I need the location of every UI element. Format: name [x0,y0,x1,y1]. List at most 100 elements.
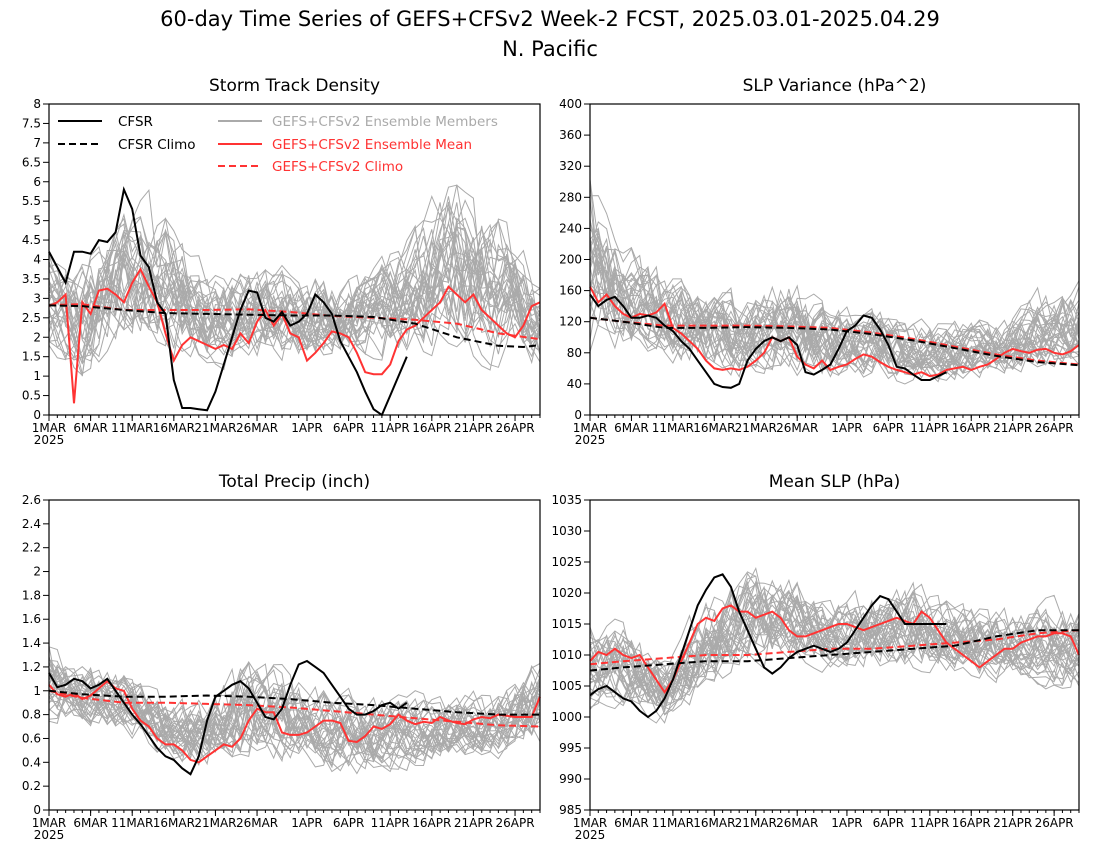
storm-track-xtick-label: 1MAR [32,421,67,435]
total-precip-cfsr-climo-line [48,689,540,716]
slp-variance-ytick-label: 400 [559,97,582,111]
mean-slp-ytick-label: 1035 [551,493,582,507]
slp-variance-ens-mean-line [589,286,1080,378]
storm-track-member-line [48,238,541,351]
total-precip-ytick-label: 2 [33,565,41,579]
slp-variance-ytick-label: 360 [559,128,582,142]
slp-variance-cfsr-line [589,293,947,389]
storm-track-member-line [48,184,541,366]
storm-track-ens-mean-line [48,267,541,404]
total-precip-member-line [48,669,541,757]
figure-subtitle: N. Pacific [502,37,598,61]
storm-track-ytick-label: 4.5 [22,233,41,247]
total-precip-xtick-label: 1MAR [32,816,67,830]
mean-slp-member-line [589,578,1080,705]
slp-variance-xtick-label: 26APR [1035,421,1074,435]
storm-track-xtick-label: 11APR [371,421,410,435]
slp-variance-xtick-label: 11APR [910,421,949,435]
slp-variance-ytick-label: 280 [559,190,582,204]
total-precip-xtick-label: 16MAR [153,816,195,830]
storm-track-ytick-label: 5 [33,214,41,228]
mean-slp-member-line [589,580,1080,724]
slp-variance-xtick-label: 16MAR [693,421,735,435]
storm-track-member-line [48,226,541,358]
slp-variance-gefs-climo-line [589,316,1080,366]
storm-track-ytick-label: 6.5 [22,155,41,169]
total-precip-ytick-label: 0.6 [22,731,41,745]
total-precip-ytick-label: 1.8 [22,588,41,602]
storm-track-xtick-label: 11MAR [111,421,153,435]
storm-track-member-line [48,196,541,377]
mean-slp-member-line [589,582,1080,708]
total-precip-xtick-label: 21APR [454,816,493,830]
total-precip-ytick-label: 0 [33,803,41,817]
mean-slp-xtick-label: 16MAR [693,816,735,830]
figure-title: 60-day Time Series of GEFS+CFSv2 Week-2 … [160,7,940,31]
slp-variance-ytick-label: 0 [574,408,582,422]
total-precip-xtick-label: 1APR [291,816,322,830]
slp-variance-ytick-label: 40 [567,377,582,391]
total-precip-xtick-label: 6APR [333,816,364,830]
mean-slp-ytick-label: 995 [559,741,582,755]
slp-variance-ytick-label: 160 [559,284,582,298]
storm-track-gefs-climo-line [48,303,541,341]
mean-slp-xtick-label: 26APR [1035,816,1074,830]
slp-variance-member-line [589,266,1080,385]
storm-track-xtick-label: 26APR [496,421,535,435]
total-precip-member-line [48,670,541,761]
mean-slp-ytick-label: 1000 [551,710,582,724]
storm-track-ytick-label: 3 [33,291,41,305]
storm-track-xtick-label: 1APR [291,421,322,435]
total-precip-ytick-label: 1.2 [22,660,41,674]
total-precip-ytick-label: 2.2 [22,541,41,555]
mean-slp-cfsr-line [589,573,947,719]
total-precip-xtick-label: 26APR [496,816,535,830]
slp-variance-title: SLP Variance (hPa^2) [743,76,927,96]
total-precip-xtick-label: 6MAR [73,816,108,830]
slp-variance-year-label: 2025 [575,433,606,447]
mean-slp-member-line [589,566,1080,704]
total-precip-member-line [48,666,541,764]
total-precip-ytick-label: 2.6 [22,493,41,507]
storm-track-xtick-label: 16MAR [153,421,195,435]
total-precip-ytick-label: 1.6 [22,612,41,626]
storm-track-ytick-label: 7.5 [22,116,41,130]
storm-track-member-line [48,201,541,356]
mean-slp-ytick-label: 1030 [551,524,582,538]
slp-variance-xtick-label: 16APR [952,421,991,435]
storm-track-member-line [48,217,541,356]
storm-track-ytick-label: 2 [33,330,41,344]
slp-variance-panel: SLP Variance (hPa^2) 0 40 80 120 160 200 240 280… [559,76,1080,447]
slp-variance-xtick-label: 6APR [873,421,904,435]
legend: CFSR CFSR Climo GEFS+CFSv2 Ensemble Memb… [58,114,498,175]
slp-variance-ytick-label: 200 [559,253,582,267]
total-precip-xtick-label: 11MAR [111,816,153,830]
mean-slp-ytick-label: 1005 [551,679,582,693]
mean-slp-year-label: 2025 [575,828,606,842]
storm-track-ytick-label: 1.5 [22,350,41,364]
total-precip-xtick-label: 11APR [371,816,410,830]
slp-variance-xtick-label: 11MAR [652,421,694,435]
mean-slp-member-line [589,583,1080,699]
total-precip-ytick-label: 0.4 [22,755,41,769]
mean-slp-xtick-label: 26MAR [776,816,818,830]
storm-track-year-label: 2025 [34,433,65,447]
mean-slp-ytick-label: 990 [559,772,582,786]
total-precip-xtick-label: 21MAR [194,816,236,830]
slp-variance-xtick-label: 1MAR [573,421,608,435]
mean-slp-xtick-label: 6APR [873,816,904,830]
legend-cfsr-climo-label: CFSR Climo [118,137,196,153]
mean-slp-ytick-label: 1015 [551,617,582,631]
storm-track-member-line [48,215,541,356]
storm-track-ytick-label: 2.5 [22,311,41,325]
mean-slp-member-line [589,590,1080,716]
mean-slp-title: Mean SLP (hPa) [769,472,901,492]
storm-track-xtick-label: 21APR [454,421,493,435]
slp-variance-xtick-label: 26MAR [776,421,818,435]
total-precip-frame [48,499,541,811]
storm-track-ytick-label: 0 [33,408,41,422]
storm-track-title: Storm Track Density [209,76,380,96]
slp-variance-cfsr-climo-line [589,316,1080,367]
total-precip-xtick-label: 16APR [412,816,451,830]
storm-track-xtick-label: 6APR [333,421,364,435]
